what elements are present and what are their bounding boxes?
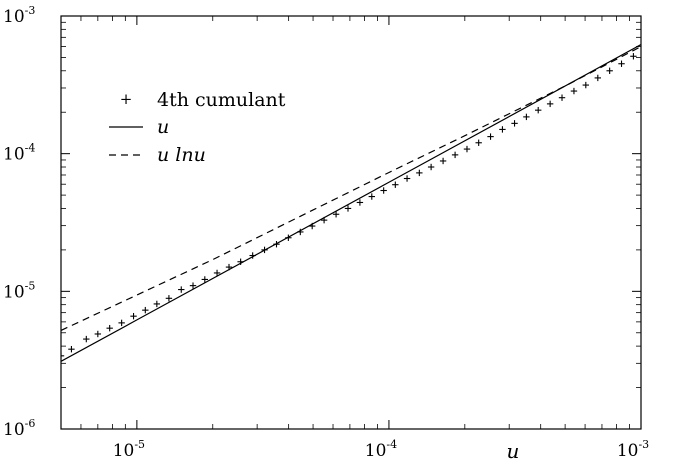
x-tick-base: 10: [617, 441, 639, 461]
data-point-cumulant: [213, 269, 221, 277]
data-point-cumulant: [83, 335, 90, 343]
y-tick-exponent: -6: [25, 417, 36, 430]
plot-frame: [60, 15, 642, 430]
data-point-cumulant: [201, 276, 209, 283]
x-tick-label: 10-4: [365, 438, 397, 461]
y-tick-base: 10: [3, 282, 25, 302]
y-axis-ticks: 10-610-510-410-3: [3, 4, 641, 440]
y-tick-label: 10-6: [3, 417, 35, 440]
x-tick-exponent: -5: [134, 438, 145, 451]
x-tick-exponent: -4: [386, 438, 397, 451]
data-point-cumulant: [130, 312, 137, 320]
y-tick-label: 10-3: [3, 4, 35, 27]
data-point-cumulant: [380, 187, 387, 194]
data-point-cumulant: [332, 211, 340, 218]
data-point-cumulant: [153, 300, 161, 308]
data-point-cumulant: [61, 352, 65, 360]
data-point-cumulant: [475, 139, 482, 146]
series-u-lnu-line: [61, 46, 641, 331]
x-tick-base: 10: [113, 441, 135, 461]
series-layer: [61, 44, 641, 362]
x-tick-label: 10-3: [617, 438, 649, 461]
y-tick-label: 10-5: [3, 279, 35, 302]
x-axis-label: u: [507, 439, 520, 463]
y-tick-exponent: -3: [25, 4, 36, 17]
series-4th-cumulant: [61, 53, 637, 360]
y-tick-exponent: -4: [25, 142, 36, 155]
data-point-cumulant: [118, 319, 125, 327]
y-tick-base: 10: [3, 7, 25, 27]
data-point-cumulant: [94, 330, 102, 338]
data-point-cumulant: [356, 199, 364, 206]
data-point-cumulant: [189, 282, 197, 289]
y-tick-label: 10-4: [3, 142, 35, 165]
data-point-cumulant: [523, 113, 530, 121]
data-point-cumulant: [439, 157, 447, 165]
data-point-cumulant: [68, 345, 75, 353]
data-point-cumulant: [630, 53, 637, 60]
data-point-cumulant: [606, 67, 613, 74]
data-point-cumulant: [165, 295, 173, 302]
data-point-cumulant: [618, 60, 625, 67]
data-point-cumulant: [570, 87, 578, 95]
data-point-cumulant: [427, 163, 435, 171]
series-u-line: [61, 44, 641, 362]
data-point-cumulant: [344, 205, 352, 212]
legend-marker-cumulant: +: [120, 90, 133, 108]
data-point-cumulant: [487, 133, 494, 140]
data-point-cumulant: [392, 181, 399, 188]
data-point-cumulant: [106, 324, 113, 332]
y-tick-base: 10: [3, 145, 25, 165]
y-tick-exponent: -5: [25, 279, 36, 292]
data-point-cumulant: [416, 169, 423, 177]
legend-label-u: u: [157, 116, 169, 138]
x-axis-ticks: 10-5 10-4 10-3: [80, 16, 649, 461]
data-point-cumulant: [535, 106, 542, 114]
data-point-cumulant: [546, 100, 554, 108]
data-point-cumulant: [368, 193, 375, 200]
data-point-cumulant: [463, 145, 471, 153]
x-tick-label: 10-5: [113, 438, 145, 461]
legend: + 4th cumulant u u lnu: [109, 89, 286, 166]
data-point-cumulant: [403, 175, 411, 182]
data-point-cumulant: [594, 74, 602, 82]
data-point-cumulant: [451, 151, 459, 159]
data-point-cumulant: [178, 286, 185, 293]
data-point-cumulant: [499, 126, 506, 133]
data-point-cumulant: [142, 306, 149, 314]
data-point-cumulant: [582, 81, 590, 89]
legend-label-u-lnu: u lnu: [157, 144, 206, 166]
data-point-cumulant: [511, 120, 518, 127]
y-tick-base: 10: [3, 420, 25, 440]
x-tick-base: 10: [365, 441, 387, 461]
x-tick-exponent: -3: [638, 438, 649, 451]
legend-label-cumulant: 4th cumulant: [157, 89, 286, 111]
data-point-cumulant: [558, 94, 566, 101]
